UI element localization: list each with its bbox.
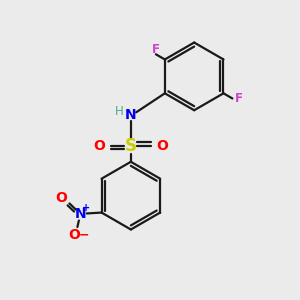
Text: +: + (82, 203, 90, 213)
Text: F: F (152, 43, 160, 56)
Text: S: S (125, 136, 137, 154)
Text: O: O (93, 139, 105, 153)
Text: O: O (156, 139, 168, 153)
Text: −: − (79, 228, 89, 241)
Text: H: H (115, 105, 124, 118)
Text: F: F (235, 92, 243, 105)
Text: O: O (56, 190, 68, 205)
Text: N: N (74, 207, 86, 221)
Text: O: O (68, 228, 80, 242)
Text: N: N (125, 108, 137, 122)
